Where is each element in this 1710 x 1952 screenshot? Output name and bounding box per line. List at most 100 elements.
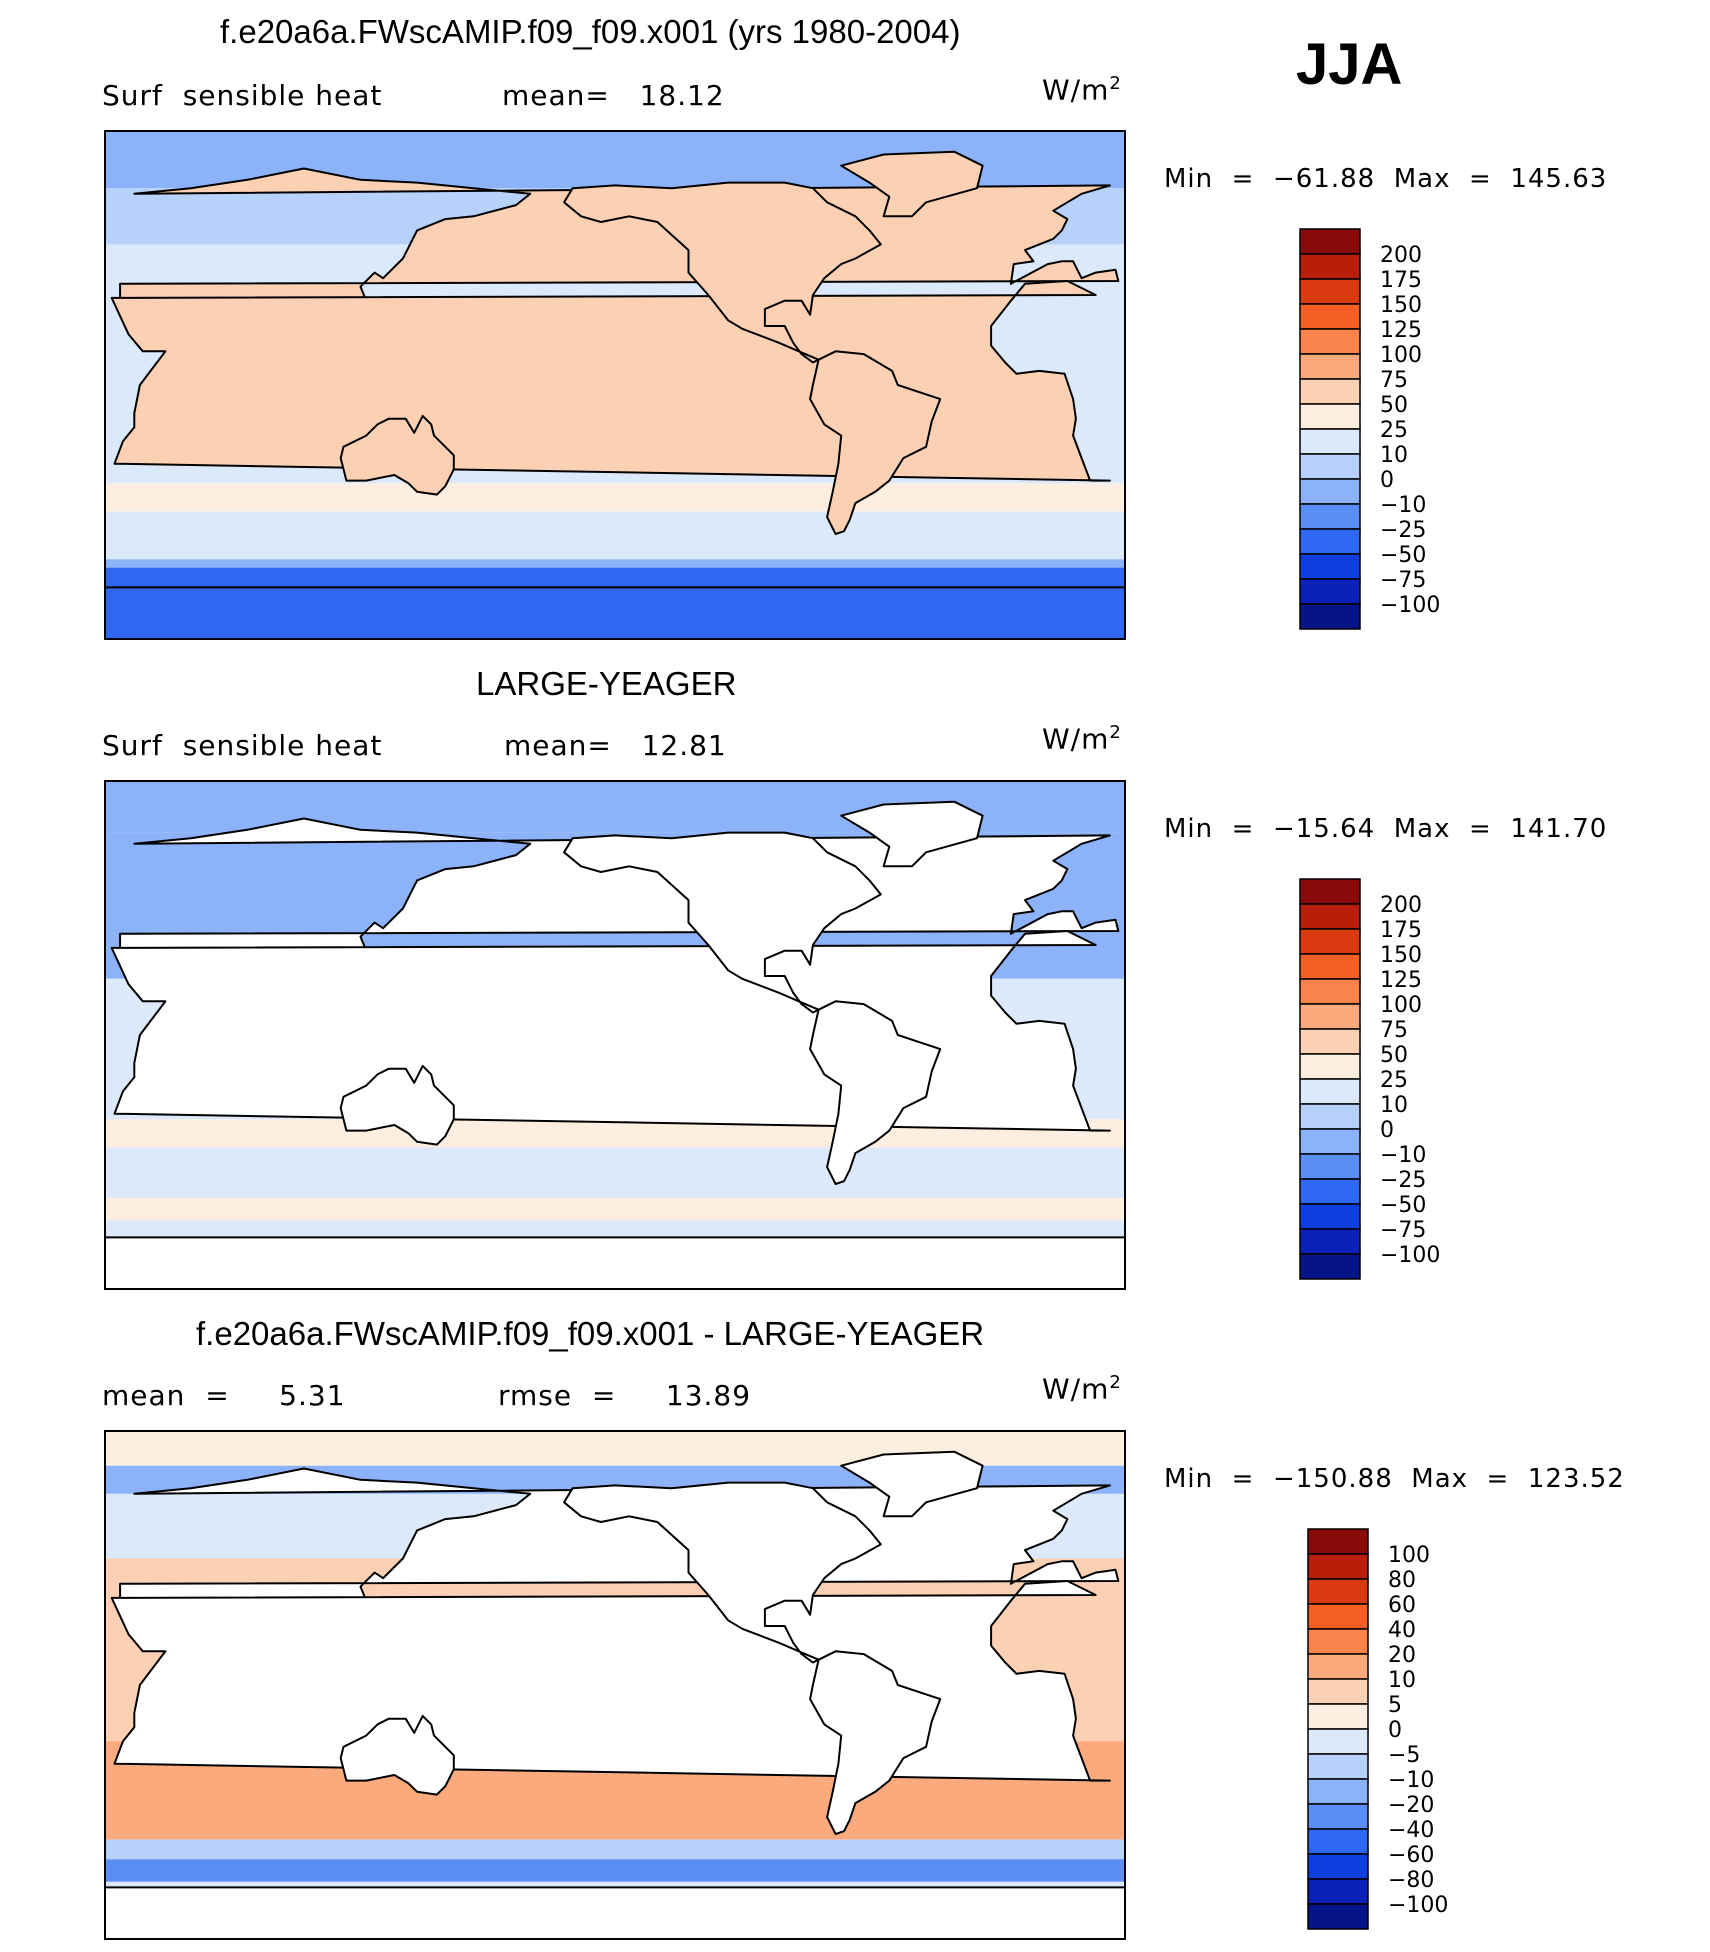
panel-2-title: LARGE-YEAGER bbox=[476, 665, 737, 702]
colorbar-swatch bbox=[1299, 378, 1361, 405]
colorbar-tick-label: −10 bbox=[1380, 1143, 1426, 1168]
colorbar-swatch bbox=[1299, 403, 1361, 430]
colorbar-swatch bbox=[1299, 1003, 1361, 1030]
panel-3-title: f.e20a6a.FWscAMIP.f09_f09.x001 - LARGE-Y… bbox=[196, 1315, 985, 1352]
colorbar-tick-label: −10 bbox=[1380, 493, 1426, 518]
panel-1-title: f.e20a6a.FWscAMIP.f09_f09.x001 (yrs 1980… bbox=[220, 13, 961, 50]
antarctica-land bbox=[106, 1237, 1124, 1288]
coastline bbox=[110, 280, 1111, 482]
colorbar-swatch bbox=[1299, 528, 1361, 555]
colorbar-swatch bbox=[1307, 1903, 1369, 1930]
colorbar-swatch bbox=[1307, 1678, 1369, 1705]
colorbar-tick-label: 0 bbox=[1380, 468, 1394, 493]
coastline bbox=[809, 1000, 942, 1185]
colorbar-tick-label: 175 bbox=[1380, 268, 1422, 293]
panel-2-variable-label: Surf sensible heat bbox=[102, 729, 383, 762]
coastline bbox=[563, 1481, 882, 1664]
colorbar-swatch bbox=[1299, 903, 1361, 930]
panel-3-min-max: Min = −150.88 Max = 123.52 bbox=[1164, 1464, 1625, 1494]
colorbar-tick-label: 10 bbox=[1380, 443, 1408, 468]
panel-2-colorbar: 200 175 150 125 100 75 50 25 10 0 −10 −25 −50 −75 −100 bbox=[1299, 878, 1460, 1281]
coastline bbox=[563, 831, 882, 1014]
panel-2-map bbox=[104, 780, 1126, 1290]
colorbar-tick-label: 25 bbox=[1380, 1068, 1408, 1093]
colorbar-tick-label: −75 bbox=[1380, 1218, 1426, 1243]
season-label: JJA bbox=[1296, 32, 1403, 97]
colorbar-swatch bbox=[1307, 1603, 1369, 1630]
coastline bbox=[339, 1714, 455, 1796]
colorbar-swatch bbox=[1299, 1253, 1361, 1280]
colorbar-swatch bbox=[1299, 228, 1361, 255]
colorbar-tick-label: −25 bbox=[1380, 1168, 1426, 1193]
colorbar-tick-label: 75 bbox=[1380, 1018, 1408, 1043]
colorbar-swatch bbox=[1299, 278, 1361, 305]
colorbar-tick-label: 20 bbox=[1388, 1643, 1416, 1668]
colorbar-swatch bbox=[1299, 1178, 1361, 1205]
colorbar-swatch bbox=[1307, 1828, 1369, 1855]
colorbar-tick-label: 150 bbox=[1380, 943, 1422, 968]
colorbar-tick-label: 150 bbox=[1380, 293, 1422, 318]
colorbar-tick-label: −80 bbox=[1388, 1868, 1434, 1893]
colorbar-swatch bbox=[1299, 253, 1361, 280]
field-band bbox=[106, 1198, 1124, 1221]
colorbar-tick-label: 60 bbox=[1388, 1593, 1416, 1618]
colorbar-tick-label: 50 bbox=[1380, 393, 1408, 418]
colorbar-tick-label: 0 bbox=[1388, 1718, 1402, 1743]
panel-2-map-svg bbox=[106, 782, 1124, 1288]
field-band bbox=[106, 511, 1124, 560]
field-band bbox=[106, 483, 1124, 512]
colorbar-swatch bbox=[1307, 1628, 1369, 1655]
colorbar-tick-label: −10 bbox=[1388, 1768, 1434, 1793]
panel-3-colorbar: 100 80 60 40 20 10 5 0 −5 −10 −20 −40 −60 −80 −100 bbox=[1307, 1528, 1468, 1931]
colorbar-tick-label: 175 bbox=[1380, 918, 1422, 943]
colorbar-swatch bbox=[1299, 428, 1361, 455]
panel-1-map bbox=[104, 130, 1126, 640]
colorbar-tick-label: 10 bbox=[1380, 1093, 1408, 1118]
panel-1-mean-label: mean= 18.12 bbox=[502, 79, 725, 112]
coastline bbox=[563, 181, 882, 364]
colorbar-swatch bbox=[1299, 978, 1361, 1005]
panel-2-units: W/m2 bbox=[1042, 722, 1122, 756]
colorbar-swatch bbox=[1307, 1853, 1369, 1880]
colorbar-tick-label: 100 bbox=[1388, 1543, 1430, 1568]
colorbar-tick-label: −50 bbox=[1380, 1193, 1426, 1218]
panel-2-mean-label: mean= 12.81 bbox=[504, 729, 727, 762]
colorbar-swatch bbox=[1299, 1028, 1361, 1055]
coastline bbox=[840, 1450, 984, 1518]
colorbar-tick-label: −5 bbox=[1388, 1743, 1420, 1768]
colorbar-swatch bbox=[1299, 578, 1361, 605]
colorbar-tick-label: 25 bbox=[1380, 418, 1408, 443]
colorbar-tick-label: 125 bbox=[1380, 968, 1422, 993]
colorbar-tick-label: 200 bbox=[1380, 243, 1422, 268]
colorbar-tick-label: −60 bbox=[1388, 1843, 1434, 1868]
field-band bbox=[106, 1859, 1124, 1882]
colorbar-swatch bbox=[1299, 353, 1361, 380]
colorbar-tick-label: −100 bbox=[1380, 593, 1440, 618]
colorbar-swatch bbox=[1307, 1528, 1369, 1555]
panel-1-colorbar: 200 175 150 125 100 75 50 25 10 0 −10 −25 −50 −75 −100 bbox=[1299, 228, 1460, 631]
colorbar-swatch bbox=[1299, 478, 1361, 505]
colorbar-swatch bbox=[1299, 503, 1361, 530]
panel-1-units: W/m2 bbox=[1042, 73, 1122, 107]
colorbar-tick-label: 80 bbox=[1388, 1568, 1416, 1593]
colorbar-tick-label: −75 bbox=[1380, 568, 1426, 593]
colorbar-tick-label: 40 bbox=[1388, 1618, 1416, 1643]
colorbar-tick-label: 100 bbox=[1380, 343, 1422, 368]
panel-1-map-svg bbox=[106, 132, 1124, 638]
colorbar-tick-label: −50 bbox=[1380, 543, 1426, 568]
colorbar-swatch bbox=[1299, 1203, 1361, 1230]
panel-1-min-max: Min = −61.88 Max = 145.63 bbox=[1164, 164, 1608, 194]
panel-3-map-svg bbox=[106, 1432, 1124, 1938]
colorbar-tick-label: 75 bbox=[1380, 368, 1408, 393]
colorbar-tick-label: −100 bbox=[1380, 1243, 1440, 1268]
colorbar-swatch bbox=[1307, 1753, 1369, 1780]
colorbar-tick-label: −20 bbox=[1388, 1793, 1434, 1818]
colorbar-swatch bbox=[1299, 1228, 1361, 1255]
colorbar-swatch bbox=[1299, 953, 1361, 980]
colorbar-tick-label: 50 bbox=[1380, 1043, 1408, 1068]
colorbar-swatch bbox=[1299, 303, 1361, 330]
colorbar-swatch bbox=[1307, 1878, 1369, 1905]
panel-2-min-max: Min = −15.64 Max = 141.70 bbox=[1164, 814, 1608, 844]
colorbar-swatch bbox=[1307, 1553, 1369, 1580]
colorbar-swatch bbox=[1299, 553, 1361, 580]
